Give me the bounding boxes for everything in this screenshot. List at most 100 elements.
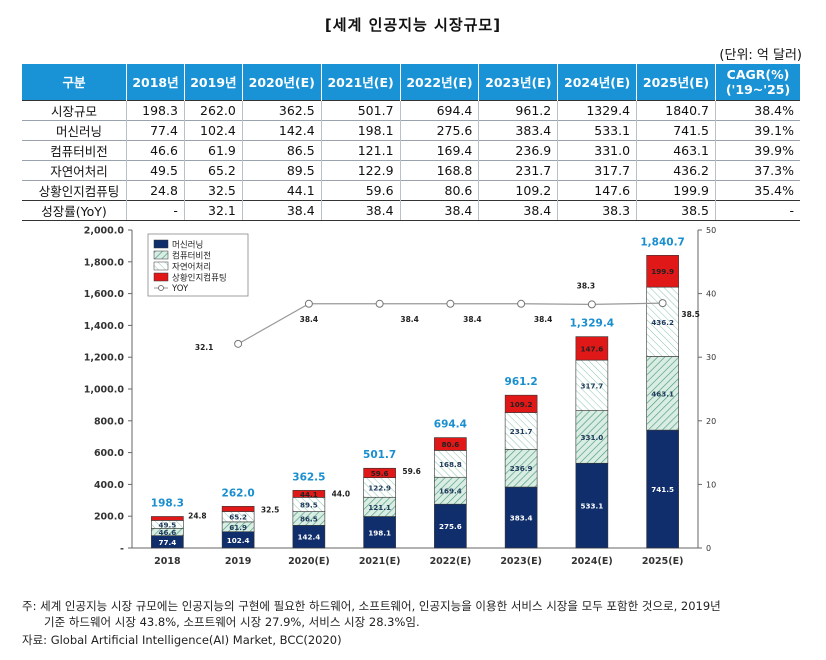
table-cell: 59.6 <box>320 180 401 201</box>
market-size-chart: - 200.0 400.0 600.0 800.0 1,000.0 1,200.0 1,400… <box>84 226 716 568</box>
table-cell: 694.4 <box>399 100 479 121</box>
market-size-table: 구분 2018년 2019년 2020년(E) 2021년(E) 2022년(E… <box>22 64 800 221</box>
bar-total-label: 961.2 <box>505 376 538 388</box>
yoy-point <box>375 299 384 308</box>
bar-value-label: 65.2 <box>229 513 247 522</box>
col-header-2022: 2022년(E) <box>399 64 479 101</box>
table-cell: 44.1 <box>241 180 322 201</box>
table-cell: 77.4 <box>126 120 185 141</box>
table-cell: 236.9 <box>478 140 558 161</box>
bar-total-label: 1,840.7 <box>640 236 685 248</box>
col-header-2025: 2025년(E) <box>636 64 716 101</box>
bar-value-label: 89.5 <box>300 500 318 509</box>
footnote-note-cont: 기준 하드웨어 시장 43.8%, 소프트웨어 시장 27.9%, 서비스 시장… <box>44 615 420 629</box>
col-header-2024: 2024년(E) <box>557 64 637 101</box>
table-cell: 39.1% <box>715 120 800 141</box>
table-cell: 32.5 <box>183 180 243 201</box>
bar-value-label: 463.1 <box>651 389 674 398</box>
x-tick-label: 2023(E) <box>500 556 542 567</box>
table-row: 컴퓨터비전 46.6 61.9 86.5 121.1 169.4 236.9 331.0 463… <box>22 140 800 161</box>
bar-segment <box>363 467 396 479</box>
y-tick-label: 1,600.0 <box>84 289 125 300</box>
yoy-point <box>234 339 243 348</box>
table-cell: 1840.7 <box>636 100 716 121</box>
footnote-source: 자료: Global Artificial Intelligence(AI) M… <box>22 633 342 647</box>
bar-segment <box>575 462 609 549</box>
table-cell: 275.6 <box>399 120 479 141</box>
x-tick-label: 2018 <box>154 556 181 567</box>
bar-value-label: 142.4 <box>298 533 321 542</box>
table-cell: 122.9 <box>320 160 401 181</box>
y-tick-label: 1,800.0 <box>84 257 125 268</box>
table-cell: 32.1 <box>183 200 243 221</box>
bar-value-label: 122.9 <box>368 483 391 492</box>
col-header-2018: 2018년 <box>126 64 185 101</box>
bar-value-label: 59.6 <box>371 469 389 478</box>
table-cell: 121.1 <box>320 140 401 161</box>
bar-value-label: 331.0 <box>581 433 604 442</box>
bar-value-label: 109.2 <box>510 400 533 409</box>
bar-segment <box>504 449 538 488</box>
bar-segment <box>504 394 538 413</box>
y-tick-label: 1,200.0 <box>84 353 125 364</box>
x-tick-label: 2022(E) <box>430 556 472 567</box>
bar-value-label: 383.4 <box>510 514 533 523</box>
table-cell: 35.4% <box>715 180 800 201</box>
yoy-point <box>587 300 596 309</box>
table-cell: 80.6 <box>399 180 479 201</box>
table-cell: 38.4% <box>715 100 800 121</box>
bar-total-label: 501.7 <box>363 449 396 461</box>
bar-value-label: 317.7 <box>581 381 604 390</box>
table-cell: 198.1 <box>320 120 401 141</box>
table-cell: 1329.4 <box>557 100 637 121</box>
bar-total-label: 262.0 <box>222 487 255 499</box>
bar-segment <box>434 503 467 549</box>
yoy-label: 38.3 <box>577 281 596 290</box>
bar-value-label: 236.9 <box>510 464 533 473</box>
bar-segment <box>504 486 538 549</box>
table-cell: 198.3 <box>126 100 185 121</box>
bar-segment <box>646 286 679 357</box>
bar-value-label: 44.1 <box>300 490 318 499</box>
table-cell: 37.3% <box>715 160 800 181</box>
bar-segment <box>221 506 255 512</box>
bar-segment <box>646 255 679 288</box>
y2-tick-label: 0 <box>706 544 711 553</box>
bar-value-label: 102.4 <box>227 536 250 545</box>
table-row: 머신러닝 77.4 102.4 142.4 198.1 275.6 383.4 533.1 74… <box>22 120 800 141</box>
cagr-label: CAGR(%) <box>726 67 790 82</box>
table-cell: 65.2 <box>183 160 243 181</box>
y2-tick-label: 20 <box>706 417 716 426</box>
bar-total-label: 198.3 <box>151 497 184 509</box>
bar-value-label: 436.2 <box>651 318 674 327</box>
side-value-label: 24.8 <box>188 511 207 520</box>
legend-label: 자연어처리 <box>172 262 211 273</box>
y-tick-label: 400.0 <box>94 480 124 491</box>
legend-label: 컴퓨터비전 <box>172 251 211 262</box>
y-tick-label: - <box>120 544 124 555</box>
cagr-period: ('19~'25) <box>725 82 791 97</box>
table-cell: - <box>715 200 800 221</box>
table-cell: 501.7 <box>320 100 401 121</box>
bar-value-label: 61.9 <box>229 523 247 532</box>
table-cell: 38.4 <box>320 200 401 221</box>
legend-swatch <box>153 261 169 271</box>
y-tick-label: 800.0 <box>94 416 124 427</box>
table-cell: 61.9 <box>183 140 243 161</box>
bar-value-label: 121.1 <box>368 503 391 512</box>
yoy-label: 38.4 <box>400 315 419 324</box>
bar-total-label: 1,329.4 <box>570 318 615 330</box>
table-cell: 38.5 <box>636 200 716 221</box>
table-cell: 147.6 <box>557 180 637 201</box>
table-cell: 38.4 <box>241 200 322 221</box>
unit-label: (단위: 억 달러) <box>719 48 802 63</box>
x-tick-label: 2020(E) <box>288 556 330 567</box>
bar-value-label: 275.6 <box>439 522 462 531</box>
side-value-label: 59.6 <box>402 467 421 476</box>
bar-segment <box>575 359 609 411</box>
bar-value-label: 198.1 <box>368 528 391 537</box>
table-cell: 38.4 <box>478 200 558 221</box>
table-cell: 39.9% <box>715 140 800 161</box>
x-tick-label: 2021(E) <box>359 556 401 567</box>
